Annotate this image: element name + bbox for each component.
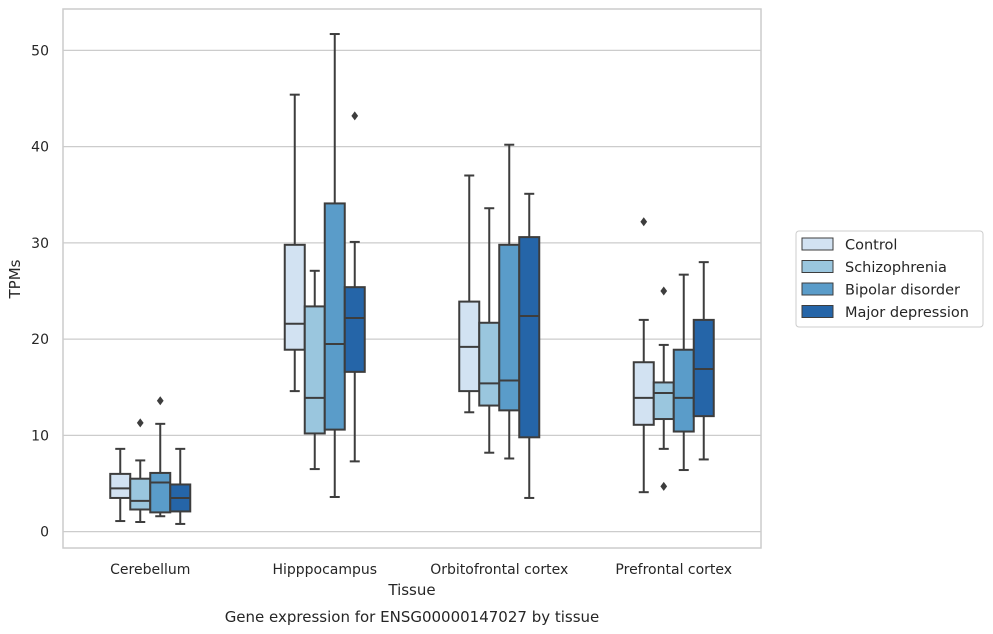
box [129, 477, 152, 511]
y-tick-label: 40 [31, 140, 49, 156]
box [283, 243, 306, 351]
x-tick-label: Prefrontal cortex [615, 562, 732, 578]
box-group [478, 207, 501, 454]
outlier-point [136, 418, 144, 428]
box-group [323, 33, 346, 498]
legend-swatch [801, 237, 834, 251]
x-axis-label: Tissue [387, 581, 435, 599]
box-group [498, 143, 521, 460]
box-group [652, 286, 675, 491]
box [303, 305, 326, 435]
box-group [672, 273, 695, 472]
legend: Control Schizophrenia Bipolar disorder Majo… [795, 230, 984, 328]
box [323, 202, 346, 431]
box-group [518, 192, 541, 499]
x-tick-labels: Cerebellum Hipppocampus Orbitofrontal cort… [110, 562, 732, 578]
box-group [149, 396, 172, 518]
legend-label: Control [845, 238, 897, 254]
legend-swatch [801, 305, 834, 318]
outlier-point [660, 286, 668, 296]
boxes-layer [109, 33, 715, 525]
box-group [692, 261, 715, 461]
box [518, 236, 541, 439]
box [632, 361, 655, 426]
x-tick-label: Cerebellum [110, 562, 190, 578]
box-group [458, 174, 481, 414]
box [343, 286, 366, 373]
x-tick-label: Orbitofrontal cortex [430, 562, 568, 578]
box-group [632, 217, 655, 494]
outlier-point [156, 396, 164, 406]
box [149, 471, 172, 514]
y-axis-label: TPMs [6, 259, 24, 299]
legend-items: Control Schizophrenia Bipolar disorder Majo… [801, 237, 969, 321]
legend-swatch [801, 260, 834, 273]
box-group [283, 93, 306, 393]
box [109, 472, 132, 499]
legend-label: Schizophrenia [845, 260, 947, 276]
legend-frame [795, 230, 984, 328]
y-tick-label: 10 [31, 428, 49, 444]
box-group [109, 447, 132, 523]
y-tick-label: 20 [31, 332, 49, 348]
legend-swatch [801, 282, 834, 296]
outlier-point [351, 111, 359, 121]
x-tick-label: Hipppocampus [272, 562, 377, 578]
box-group [303, 269, 326, 471]
chart-caption: Gene expression for ENSG00000147027 by t… [225, 608, 600, 626]
box [498, 243, 521, 412]
grid-lines [63, 49, 761, 533]
box-group [129, 418, 152, 524]
y-tick-label: 30 [31, 236, 49, 252]
y-tick-label: 50 [31, 43, 49, 59]
outlier-point [660, 481, 668, 491]
box-group [169, 447, 192, 525]
y-tick-label: 0 [40, 525, 49, 541]
outlier-point [640, 217, 648, 227]
box-group [343, 111, 366, 463]
box [652, 381, 675, 421]
plot-frame [62, 8, 762, 549]
box [672, 348, 695, 433]
box [478, 321, 501, 407]
y-tick-labels: 0 10 20 30 40 50 [31, 43, 49, 540]
legend-label: Bipolar disorder [845, 283, 960, 299]
legend-label: Major depression [845, 305, 969, 321]
